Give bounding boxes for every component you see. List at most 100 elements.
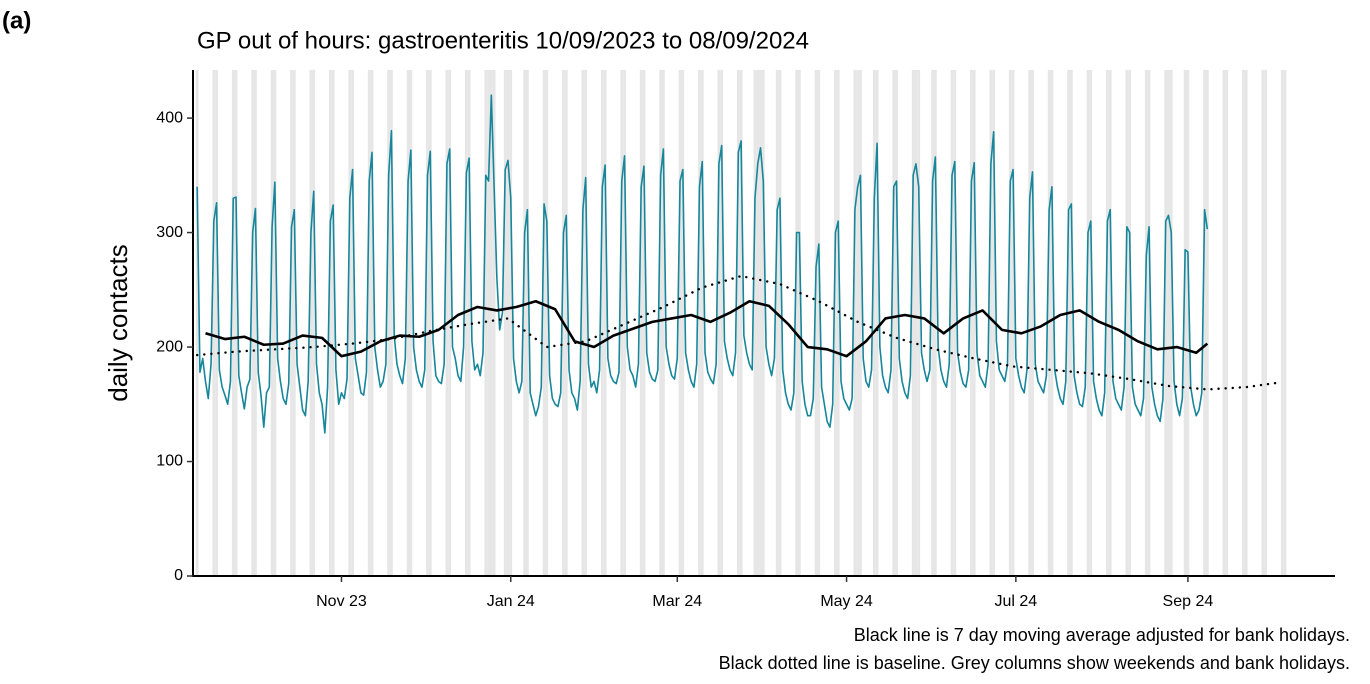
- shaded-day: [1203, 70, 1206, 576]
- shaded-day: [290, 70, 293, 576]
- shaded-day: [739, 70, 743, 576]
- shaded-day: [1008, 70, 1012, 576]
- shaded-day: [600, 70, 604, 576]
- shaded-day: [1086, 70, 1090, 576]
- shaded-day: [231, 70, 235, 576]
- shaded-day: [1108, 70, 1112, 576]
- shaded-day: [753, 70, 757, 576]
- shaded-day: [328, 70, 332, 576]
- shaded-day: [914, 70, 918, 576]
- shaded-day: [273, 70, 277, 576]
- y-tick-label: 0: [174, 567, 183, 584]
- shaded-day: [931, 70, 934, 576]
- shaded-day: [1125, 70, 1129, 576]
- shaded-day: [875, 70, 879, 576]
- shaded-day: [989, 70, 993, 576]
- shaded-day: [426, 70, 429, 576]
- shaded-day: [639, 70, 643, 576]
- shaded-day: [797, 70, 801, 576]
- shaded-day: [953, 70, 957, 576]
- shaded-day: [1280, 70, 1284, 576]
- y-tick-label: 100: [156, 453, 183, 470]
- shaded-day: [406, 70, 410, 576]
- shaded-day: [367, 70, 371, 576]
- shaded-day: [759, 70, 762, 576]
- shaded-day: [603, 70, 607, 576]
- shaded-day: [1225, 70, 1229, 576]
- shaded-day: [623, 70, 626, 576]
- shaded-day: [678, 70, 682, 576]
- axes: 0 100 200 300 400 Nov 23 Jan 24 Mar 24 May 24 Jul…: [156, 70, 1335, 610]
- shaded-day: [1031, 70, 1034, 576]
- shaded-day: [370, 70, 374, 576]
- shaded-day: [1089, 70, 1093, 576]
- shaded-day: [564, 70, 568, 576]
- shaded-day: [736, 70, 740, 576]
- shaded-day: [234, 70, 238, 576]
- shaded-day: [1069, 70, 1073, 576]
- shaded-day: [251, 70, 255, 576]
- lines: [195, 94, 1281, 434]
- shaded-day: [778, 70, 782, 576]
- shaded-day: [331, 70, 335, 576]
- y-tick-label: 200: [156, 338, 183, 355]
- shaded-day: [254, 70, 257, 576]
- shaded-day: [775, 70, 779, 576]
- y-axis-label: daily contacts: [103, 244, 133, 402]
- shaded-day: [509, 70, 513, 576]
- shaded-day: [215, 70, 218, 576]
- shaded-day: [756, 70, 760, 576]
- shaded-day: [1011, 70, 1015, 576]
- x-tick-label: Nov 23: [316, 593, 367, 610]
- shaded-day: [467, 70, 471, 576]
- shaded-day: [1128, 70, 1132, 576]
- shaded-day: [698, 70, 701, 576]
- panel-label: (a): [2, 7, 31, 34]
- caption: Black dotted line is baseline. Grey colu…: [719, 653, 1350, 673]
- shaded-day: [506, 70, 510, 576]
- shaded-day: [1106, 70, 1109, 576]
- shaded-day: [836, 70, 840, 576]
- shaded-day: [1144, 70, 1148, 576]
- shaded-day: [1147, 70, 1151, 576]
- shaded-day: [351, 70, 354, 576]
- shaded-day: [620, 70, 624, 576]
- shaded-day: [817, 70, 821, 576]
- shaded-day: [1050, 70, 1054, 576]
- shaded-day: [761, 70, 765, 576]
- shaded-day: [1169, 70, 1173, 576]
- shaded-day: [526, 70, 529, 576]
- shaded-day: [581, 70, 585, 576]
- shaded-day: [1167, 70, 1170, 576]
- shaded-day: [542, 70, 546, 576]
- shaded-day: [659, 70, 663, 576]
- shaded-day: [195, 70, 199, 576]
- y-tick-label: 300: [156, 224, 183, 241]
- shaded-day: [409, 70, 413, 576]
- shaded-day: [270, 70, 274, 576]
- y-tick-label: 400: [156, 109, 183, 126]
- shaded-day: [681, 70, 685, 576]
- shaded-day: [1164, 70, 1168, 576]
- series-line: [196, 94, 1209, 434]
- caption: Black line is 7 day moving average adjus…: [854, 625, 1350, 645]
- shaded-day: [348, 70, 352, 576]
- shaded-day: [911, 70, 915, 576]
- shaded-day: [972, 70, 976, 576]
- shaded-day: [814, 70, 818, 576]
- shaded-day: [717, 70, 721, 576]
- x-tick-label: May 24: [820, 593, 873, 610]
- shaded-day: [545, 70, 549, 576]
- x-tick-label: Mar 24: [652, 593, 702, 610]
- shaded-day: [950, 70, 954, 576]
- shaded-day: [662, 70, 665, 576]
- series-line: [205, 299, 1209, 358]
- shaded-day: [292, 70, 296, 576]
- shaded-day: [489, 70, 493, 576]
- shaded-day: [1205, 70, 1209, 576]
- shaded-day: [487, 70, 490, 576]
- shaded-day: [390, 70, 393, 576]
- shaded-day: [1183, 70, 1187, 576]
- shaded-day: [484, 70, 488, 576]
